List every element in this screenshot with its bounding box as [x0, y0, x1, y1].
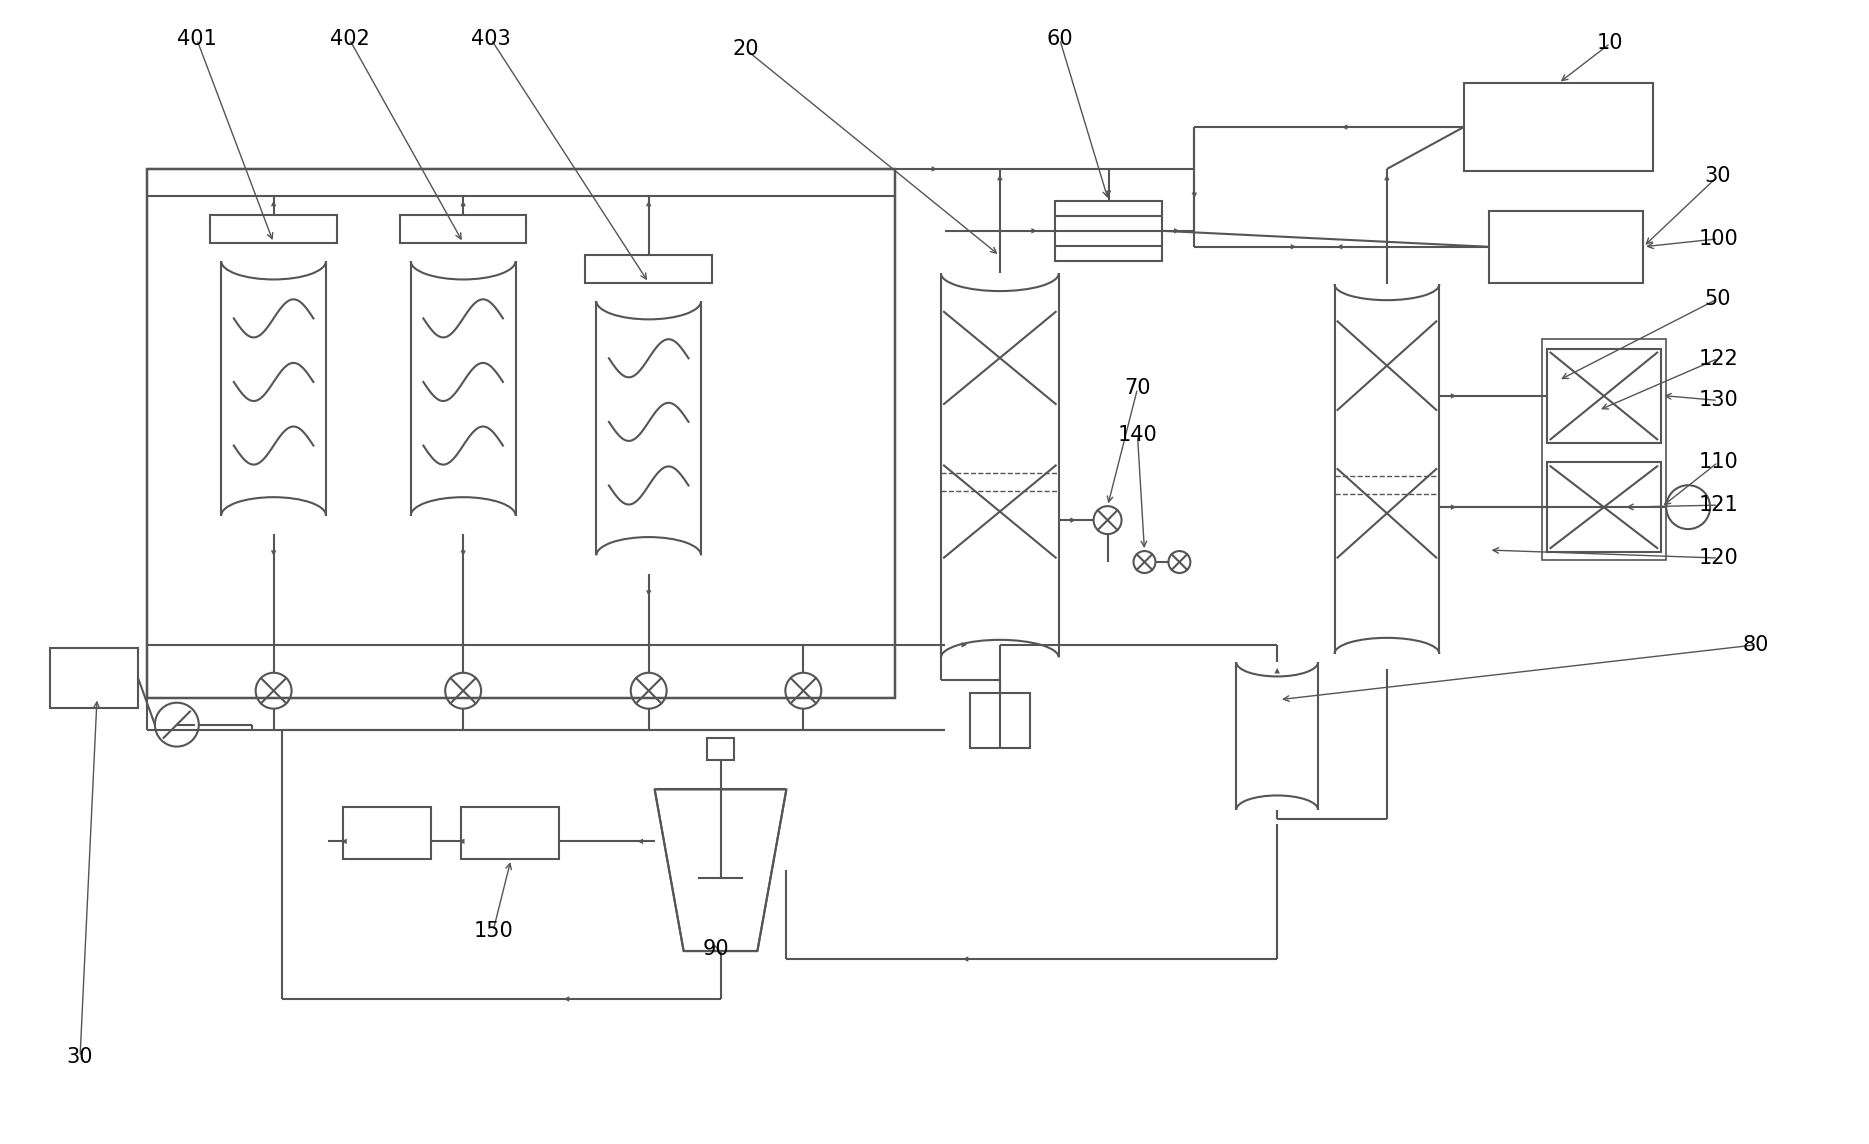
Text: 401: 401: [178, 30, 217, 49]
Bar: [148, 169, 895, 698]
Bar: [970, 693, 1030, 748]
Bar: [211, 215, 336, 243]
Bar: [344, 808, 432, 859]
Bar: [1463, 84, 1654, 170]
Text: 100: 100: [1699, 229, 1738, 248]
Text: 30: 30: [67, 1047, 93, 1067]
Bar: [50, 648, 138, 708]
Bar: [1054, 201, 1163, 261]
Text: 60: 60: [1047, 30, 1073, 49]
Bar: [462, 808, 559, 859]
Bar: [706, 738, 735, 760]
Text: 90: 90: [703, 939, 729, 959]
Text: 122: 122: [1699, 349, 1738, 368]
Bar: [400, 215, 527, 243]
Text: 50: 50: [1705, 288, 1731, 309]
Bar: [1546, 462, 1662, 553]
Text: 20: 20: [733, 39, 759, 59]
Text: 70: 70: [1125, 379, 1151, 398]
Text: 121: 121: [1699, 495, 1738, 515]
Text: 10: 10: [1598, 33, 1624, 54]
Text: 402: 402: [329, 30, 370, 49]
Text: 140: 140: [1118, 426, 1157, 445]
Text: 403: 403: [471, 30, 510, 49]
Text: 80: 80: [1742, 635, 1770, 654]
Text: 150: 150: [473, 921, 512, 942]
Text: 30: 30: [1705, 166, 1731, 186]
Bar: [1542, 339, 1667, 561]
Text: 120: 120: [1699, 548, 1738, 569]
Bar: [585, 255, 712, 283]
Text: 130: 130: [1699, 390, 1738, 411]
Bar: [1488, 210, 1643, 283]
Text: 110: 110: [1699, 452, 1738, 472]
Bar: [1546, 349, 1662, 444]
